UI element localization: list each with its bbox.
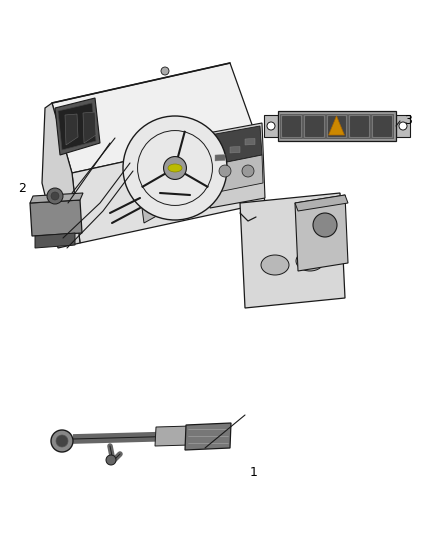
Polygon shape bbox=[240, 193, 345, 308]
Polygon shape bbox=[35, 233, 75, 248]
Bar bbox=[350, 116, 368, 136]
Bar bbox=[305, 116, 323, 136]
Polygon shape bbox=[210, 126, 262, 165]
Polygon shape bbox=[55, 98, 100, 155]
Polygon shape bbox=[52, 63, 255, 173]
Circle shape bbox=[219, 165, 231, 177]
Polygon shape bbox=[185, 423, 231, 450]
Bar bbox=[373, 116, 391, 136]
Polygon shape bbox=[230, 147, 240, 153]
Polygon shape bbox=[30, 200, 82, 236]
Bar bbox=[328, 116, 346, 136]
Circle shape bbox=[123, 116, 227, 220]
Circle shape bbox=[242, 165, 254, 177]
Circle shape bbox=[51, 430, 73, 452]
Bar bbox=[371, 114, 393, 138]
Polygon shape bbox=[155, 426, 191, 446]
Bar bbox=[282, 116, 300, 136]
Polygon shape bbox=[140, 183, 162, 223]
Polygon shape bbox=[328, 116, 344, 135]
Bar bbox=[303, 114, 325, 138]
Bar bbox=[280, 114, 302, 138]
Circle shape bbox=[163, 157, 187, 180]
Polygon shape bbox=[208, 123, 265, 208]
Circle shape bbox=[161, 67, 169, 75]
Polygon shape bbox=[30, 193, 83, 203]
Ellipse shape bbox=[296, 251, 324, 271]
Polygon shape bbox=[58, 103, 96, 150]
Polygon shape bbox=[212, 155, 263, 193]
Circle shape bbox=[399, 122, 407, 130]
Polygon shape bbox=[245, 139, 255, 145]
Polygon shape bbox=[396, 115, 410, 137]
Polygon shape bbox=[42, 103, 80, 248]
Polygon shape bbox=[295, 195, 348, 271]
Polygon shape bbox=[65, 114, 78, 145]
Text: 2: 2 bbox=[18, 182, 26, 195]
Bar bbox=[278, 111, 396, 141]
Bar bbox=[348, 114, 370, 138]
Text: 1: 1 bbox=[250, 465, 258, 479]
Polygon shape bbox=[83, 112, 96, 143]
Polygon shape bbox=[215, 155, 225, 161]
Bar bbox=[325, 114, 347, 138]
Circle shape bbox=[56, 435, 68, 447]
Circle shape bbox=[47, 188, 63, 204]
Circle shape bbox=[313, 213, 337, 237]
Circle shape bbox=[51, 192, 59, 200]
Polygon shape bbox=[264, 115, 278, 137]
Polygon shape bbox=[295, 195, 348, 211]
Circle shape bbox=[106, 455, 116, 465]
Ellipse shape bbox=[168, 164, 182, 172]
Circle shape bbox=[267, 122, 275, 130]
Ellipse shape bbox=[261, 255, 289, 275]
Polygon shape bbox=[72, 133, 265, 243]
Text: 3: 3 bbox=[404, 115, 412, 127]
